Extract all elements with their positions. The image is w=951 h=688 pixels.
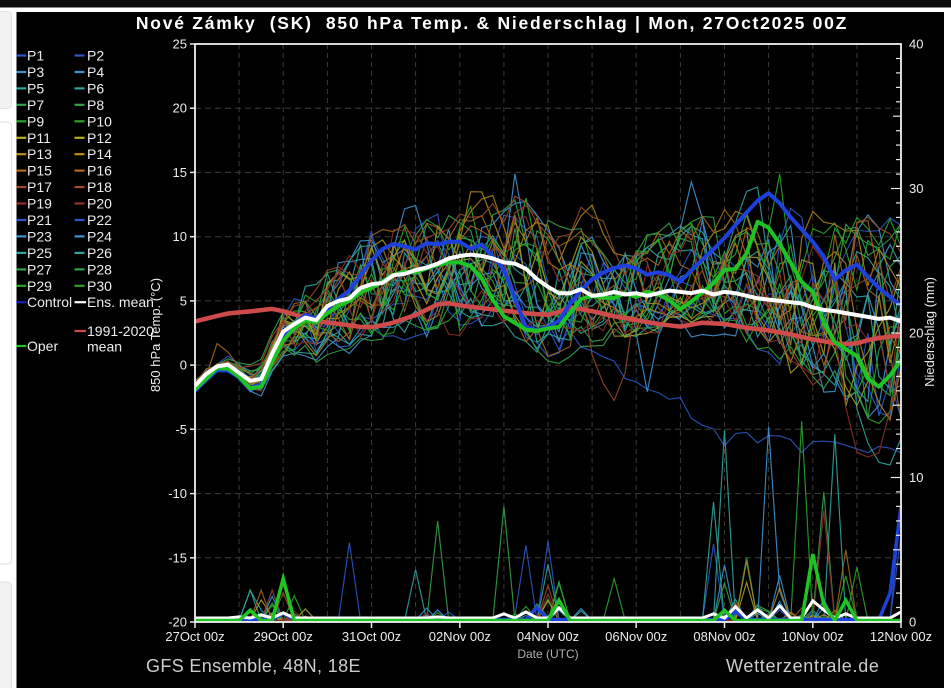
svg-text:10: 10 [173, 229, 187, 244]
svg-text:1991-2020: 1991-2020 [87, 323, 154, 339]
svg-text:P7: P7 [27, 97, 44, 113]
svg-text:P13: P13 [27, 146, 52, 162]
svg-text:P11: P11 [27, 130, 51, 146]
svg-text:31Oct 00z: 31Oct 00z [342, 629, 401, 644]
svg-text:P4: P4 [87, 64, 104, 80]
svg-text:04Nov 00z: 04Nov 00z [517, 629, 579, 644]
svg-text:P25: P25 [27, 245, 52, 261]
svg-text:P5: P5 [27, 80, 44, 96]
svg-text:mean: mean [87, 339, 122, 355]
svg-text:P18: P18 [87, 179, 112, 195]
svg-text:P20: P20 [87, 196, 112, 212]
svg-text:P27: P27 [27, 261, 52, 277]
svg-text:10Nov 00z: 10Nov 00z [782, 629, 844, 644]
svg-text:P24: P24 [87, 228, 112, 244]
svg-text:P9: P9 [27, 113, 44, 129]
svg-text:P14: P14 [87, 146, 112, 162]
svg-text:Oper: Oper [27, 338, 58, 354]
svg-text:P28: P28 [87, 261, 112, 277]
svg-text:0: 0 [909, 615, 916, 630]
svg-text:P22: P22 [87, 212, 112, 228]
svg-text:P26: P26 [87, 245, 112, 261]
svg-text:Wetterzentrale.de: Wetterzentrale.de [726, 656, 880, 676]
svg-text:P3: P3 [27, 64, 44, 80]
svg-text:-5: -5 [175, 422, 187, 437]
svg-text:25: 25 [173, 37, 187, 52]
svg-text:P21: P21 [27, 212, 52, 228]
svg-text:30: 30 [909, 181, 923, 196]
svg-text:29Oct 00z: 29Oct 00z [254, 629, 313, 644]
svg-text:08Nov 00z: 08Nov 00z [693, 629, 755, 644]
svg-text:06Nov 00z: 06Nov 00z [605, 629, 667, 644]
svg-text:P23: P23 [27, 228, 52, 244]
svg-text:-10: -10 [168, 486, 187, 501]
svg-text:15: 15 [173, 165, 187, 180]
svg-text:P16: P16 [87, 163, 112, 179]
svg-text:27Oct 00z: 27Oct 00z [165, 629, 224, 644]
svg-text:850 hPa Temp. (°C): 850 hPa Temp. (°C) [148, 278, 163, 392]
svg-text:P10: P10 [87, 113, 112, 129]
svg-text:P29: P29 [27, 278, 52, 294]
svg-text:P6: P6 [87, 80, 104, 96]
svg-text:P30: P30 [87, 278, 112, 294]
svg-text:-15: -15 [168, 550, 187, 565]
svg-text:Nové Zámky (SK) 850 hPa Temp: Nové Zámky (SK) 850 hPa Temp. & Niedersc… [136, 13, 848, 33]
svg-text:Niederschlag (mm): Niederschlag (mm) [922, 277, 937, 387]
svg-text:P2: P2 [87, 48, 104, 64]
svg-text:P19: P19 [27, 196, 52, 212]
svg-text:P12: P12 [87, 130, 112, 146]
svg-text:40: 40 [909, 37, 923, 52]
svg-text:P15: P15 [27, 163, 52, 179]
svg-text:10: 10 [909, 470, 923, 485]
svg-text:-20: -20 [168, 615, 187, 630]
svg-text:5: 5 [180, 293, 187, 308]
svg-text:02Nov 00z: 02Nov 00z [429, 629, 491, 644]
svg-text:12Nov 00z: 12Nov 00z [870, 629, 932, 644]
svg-text:P17: P17 [27, 179, 52, 195]
svg-text:P8: P8 [87, 97, 104, 113]
svg-text:Control: Control [27, 294, 72, 310]
svg-text:20: 20 [909, 326, 923, 341]
svg-text:Date (UTC): Date (UTC) [517, 647, 578, 661]
svg-text:GFS Ensemble, 48N, 18E: GFS Ensemble, 48N, 18E [146, 656, 361, 676]
svg-text:0: 0 [180, 358, 187, 373]
svg-text:Ens. mean: Ens. mean [87, 294, 154, 310]
svg-text:20: 20 [173, 101, 187, 116]
svg-text:P1: P1 [27, 48, 44, 64]
